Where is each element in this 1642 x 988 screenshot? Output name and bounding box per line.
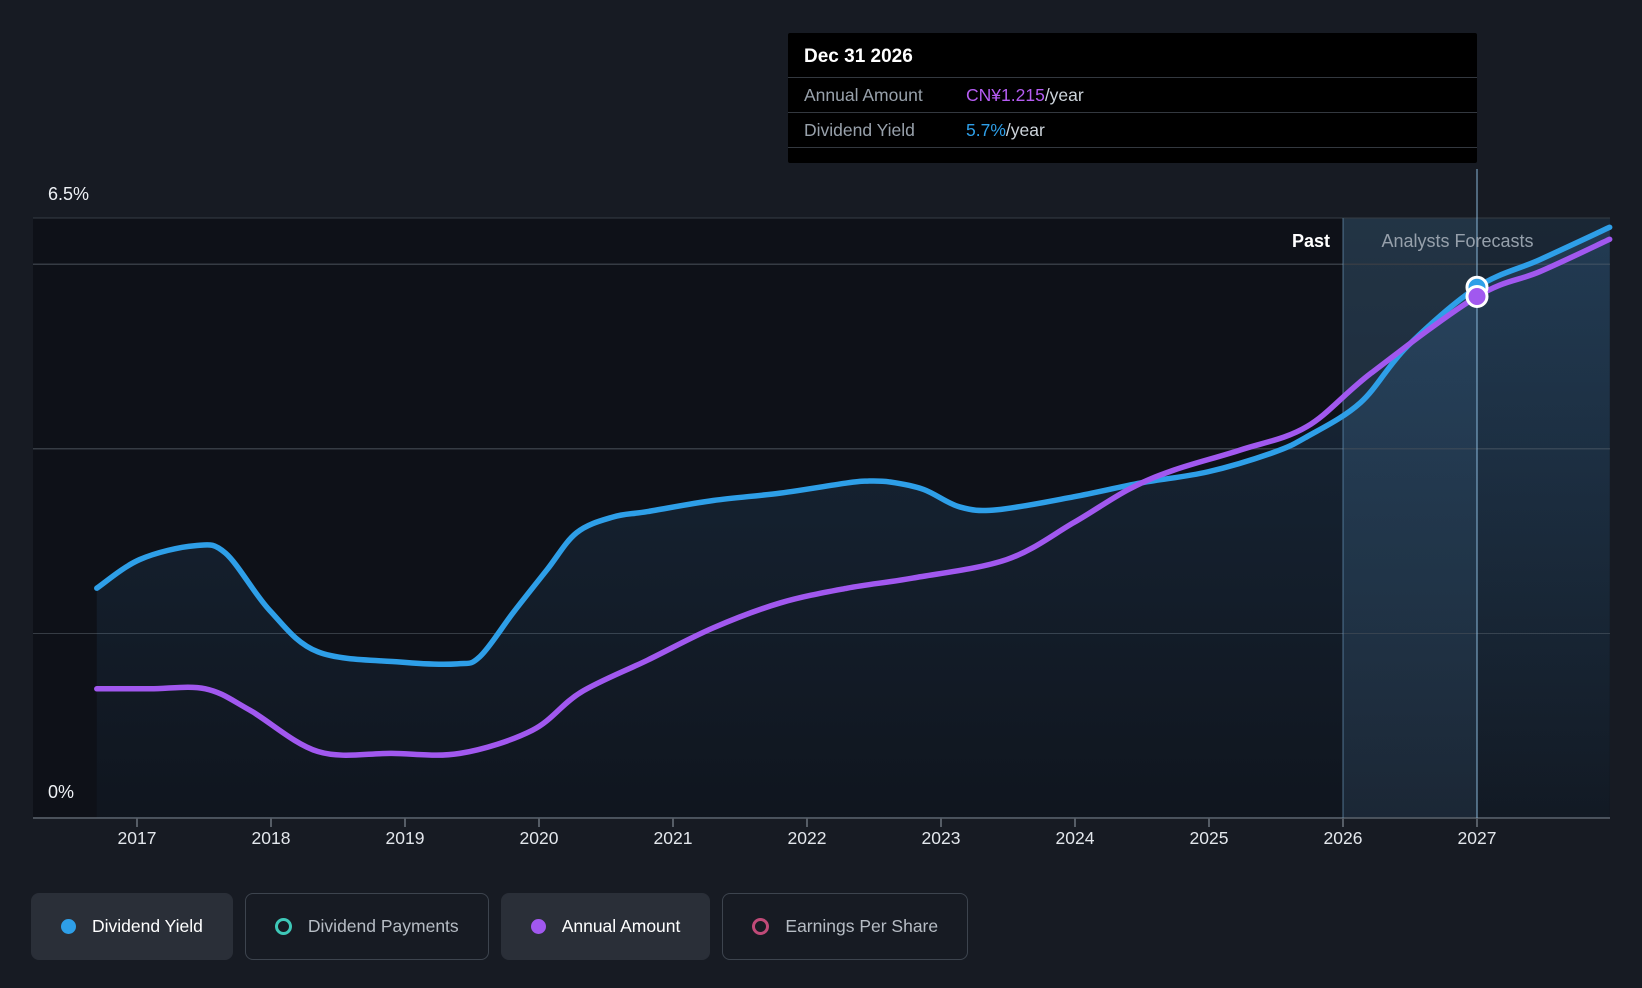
legend-item-label: Dividend Payments <box>307 916 459 936</box>
x-axis-label-2023: 2023 <box>921 828 961 848</box>
tooltip-row-suffix: /year <box>1005 119 1045 140</box>
tooltip-row-suffix: /year <box>1044 84 1084 105</box>
hover-tooltip: Dec 31 2026 Annual Amount CN¥1.215 /year… <box>788 33 1477 163</box>
legend-item-label: Earnings Per Share <box>785 916 939 936</box>
series-color-dot-icon <box>530 919 546 934</box>
x-axis-label-2026: 2026 <box>1323 828 1363 848</box>
chart-legend: Dividend Yield Dividend Payments Annual Am… <box>31 893 969 960</box>
tooltip-row-value: CN¥1.215 <box>966 84 1045 105</box>
x-axis-label-2021: 2021 <box>653 828 693 848</box>
tooltip-row-label: Annual Amount <box>804 84 923 105</box>
x-axis-label-2025: 2025 <box>1189 828 1229 848</box>
series-color-dot-icon <box>61 919 76 934</box>
x-axis-label-2022: 2022 <box>787 828 827 848</box>
series-color-ring-icon <box>752 918 770 935</box>
tooltip-row-dividend-yield: Dividend Yield 5.7% /year <box>788 113 1477 148</box>
tooltip-row-label: Dividend Yield <box>804 119 915 140</box>
legend-item-label: Annual Amount <box>561 916 681 936</box>
y-axis-max-label: 6.5% <box>48 184 90 204</box>
past-region-label: Past <box>1291 231 1330 251</box>
legend-item-annual-amount[interactable]: Annual Amount <box>500 893 711 960</box>
forecast-region-label: Analysts Forecasts <box>1381 231 1534 251</box>
legend-item-dividend-yield[interactable]: Dividend Yield <box>31 893 233 960</box>
legend-item-earnings-per-share[interactable]: Earnings Per Share <box>722 893 969 960</box>
tooltip-row-annual-amount: Annual Amount CN¥1.215 /year <box>788 78 1477 113</box>
x-axis-label-2027: 2027 <box>1457 828 1497 848</box>
annual-amount-marker <box>1465 285 1489 309</box>
legend-item-label: Dividend Yield <box>92 916 203 936</box>
x-axis-label-2018: 2018 <box>251 828 291 848</box>
tooltip-row-value: 5.7% <box>966 119 1006 140</box>
dividend-yield-line <box>94 224 1613 667</box>
x-axis-label-2024: 2024 <box>1055 828 1095 848</box>
x-axis-label-2017: 2017 <box>117 828 157 848</box>
annual-amount-line <box>94 236 1613 758</box>
x-axis-label-2020: 2020 <box>519 828 559 848</box>
dividend-yield-area <box>96 227 1610 818</box>
y-axis-min-label: 0% <box>48 782 75 802</box>
tooltip-date: Dec 31 2026 <box>788 33 1477 78</box>
x-axis-label-2019: 2019 <box>385 828 425 848</box>
legend-item-dividend-payments[interactable]: Dividend Payments <box>244 893 489 960</box>
series-color-ring-icon <box>274 918 292 935</box>
